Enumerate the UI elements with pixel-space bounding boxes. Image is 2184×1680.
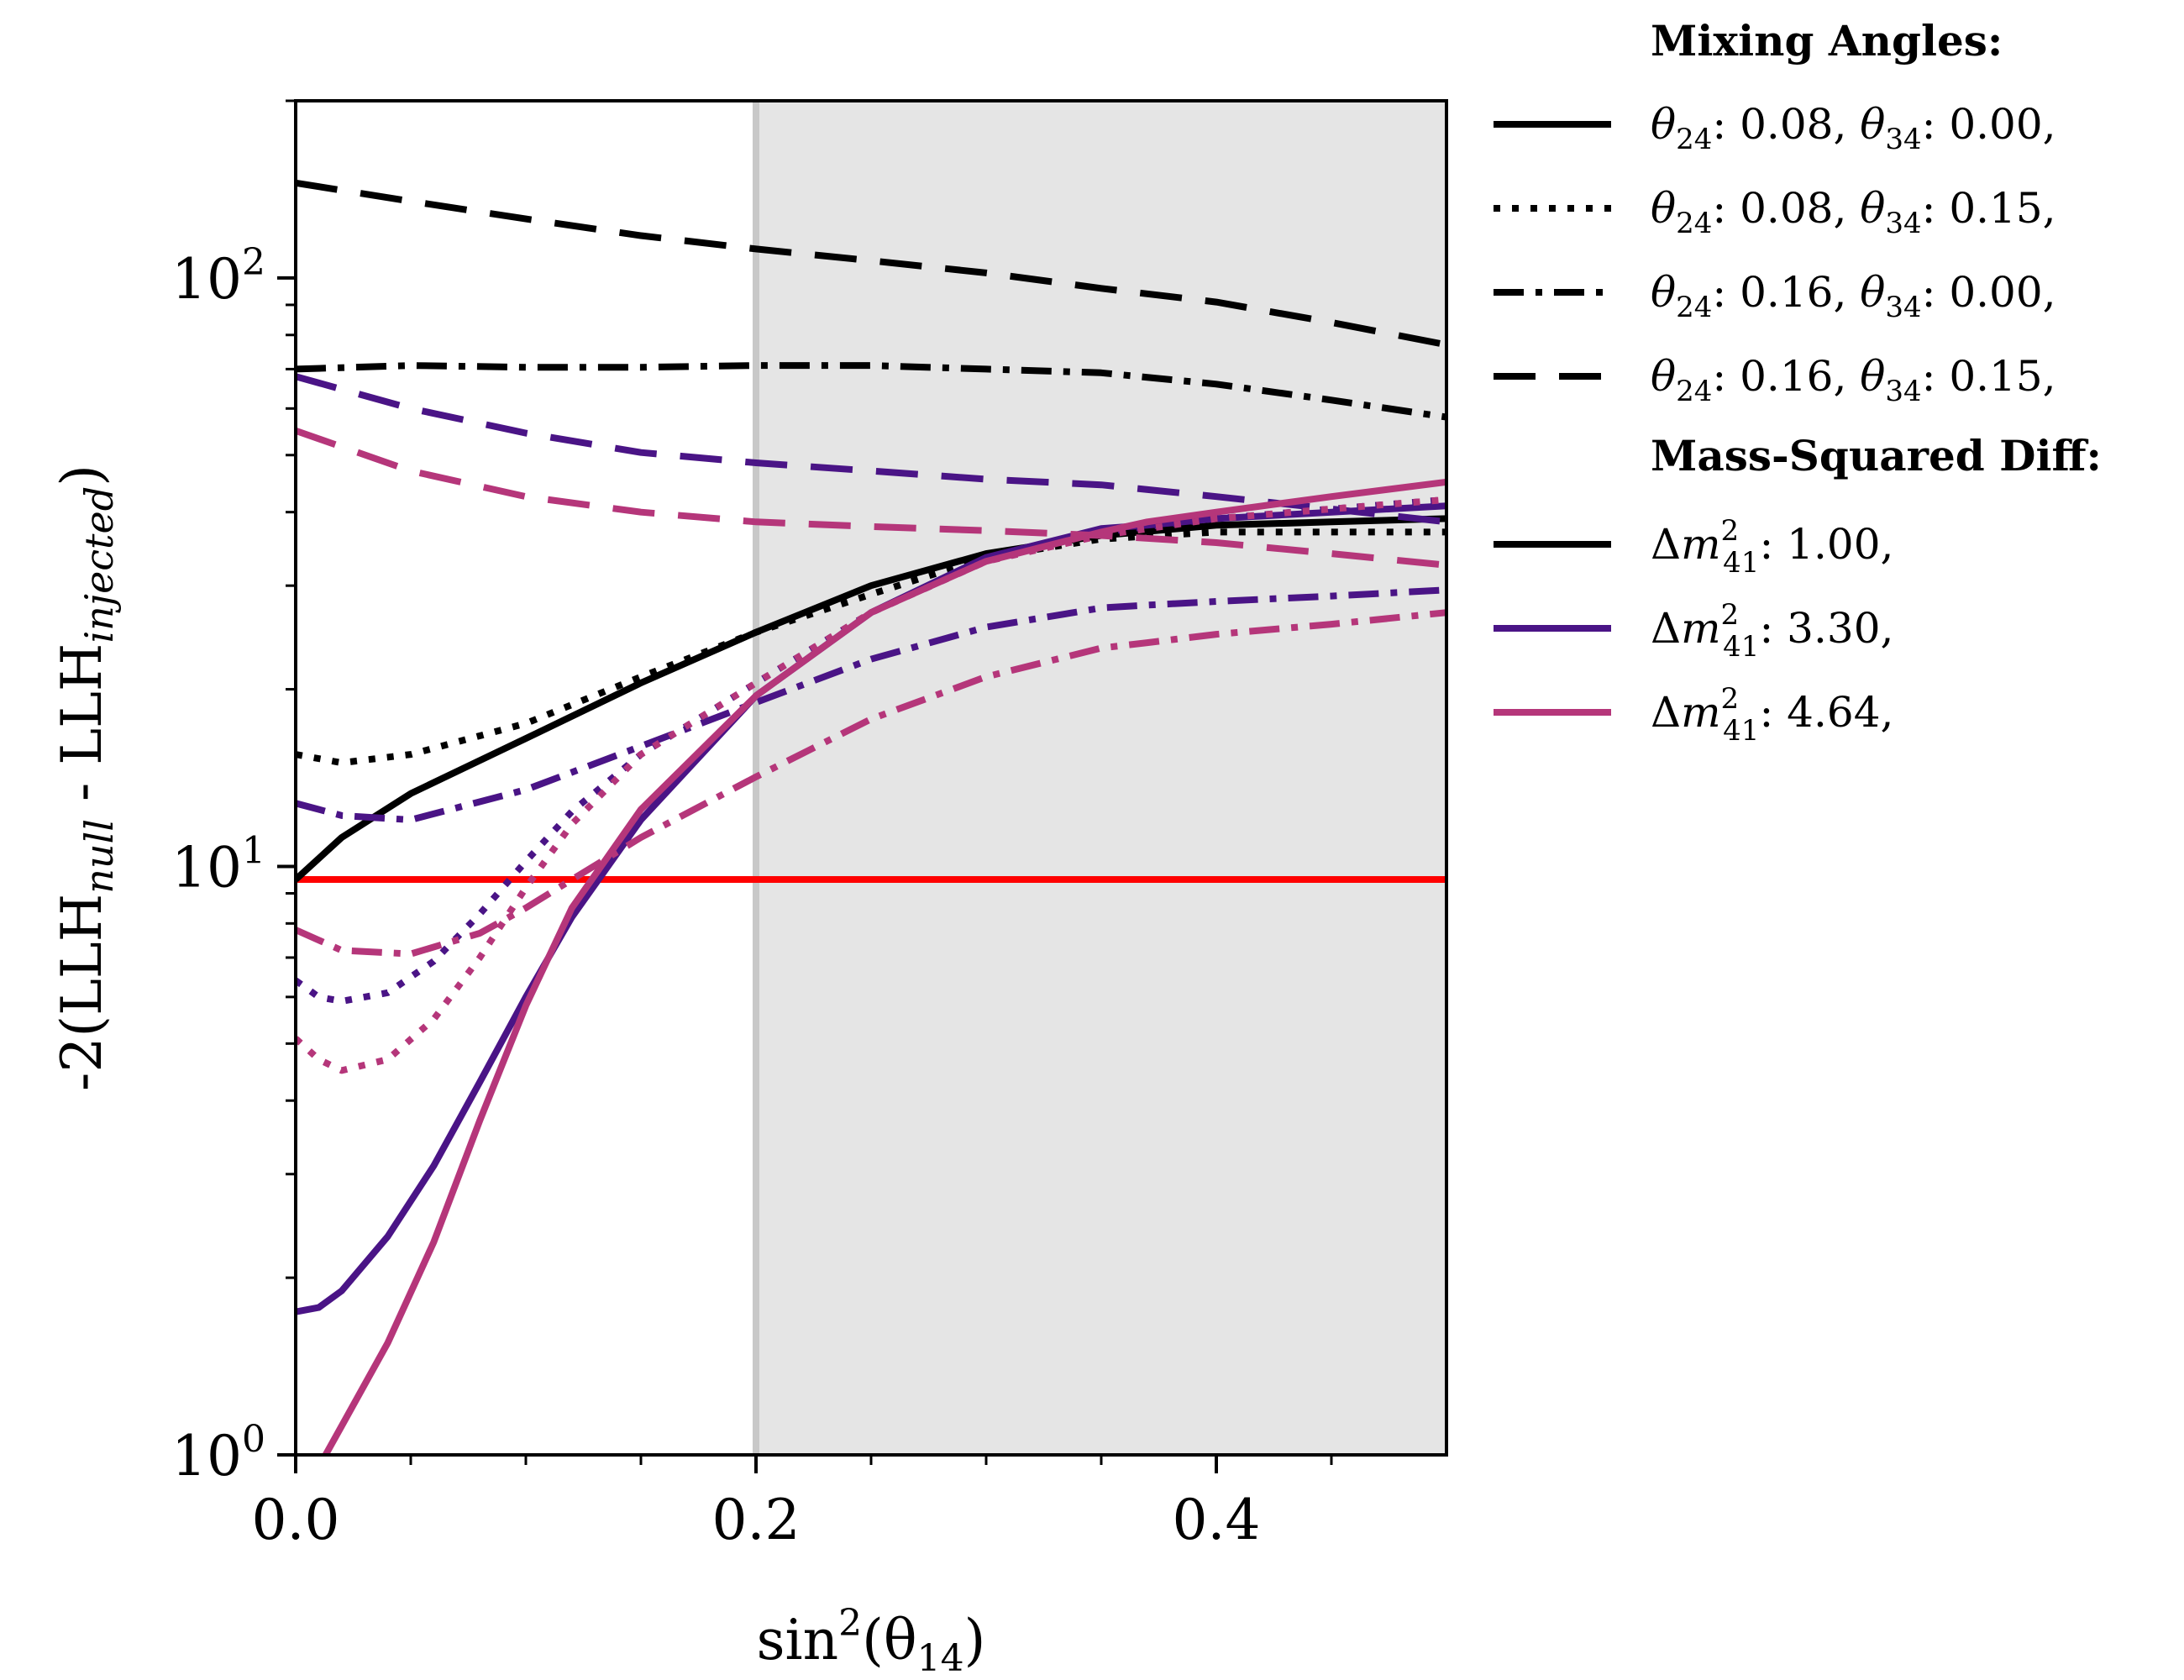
legend-mass-label-2: Δm2 41: 3.30, <box>1651 598 1893 664</box>
series-line-10 <box>296 496 1446 1074</box>
legend-mass-title: Mass-Squared Diff: <box>1651 431 2102 480</box>
legend-mixing-title: Mixing Angles: <box>1651 16 2003 66</box>
shaded-region <box>756 101 1446 1455</box>
series-line-11 <box>296 609 1446 958</box>
x-tick-label-2: 0.2 <box>712 1488 801 1552</box>
series-line-9 <box>323 478 1446 1455</box>
series-line-8 <box>296 373 1446 526</box>
axes: 0.0 0.2 0.4 100 101 102 sin2(θ14) -2(LLHnull - … <box>50 99 1448 1680</box>
series-group <box>296 179 1446 1455</box>
plot-area <box>296 101 1446 1455</box>
series-line-12 <box>296 428 1446 569</box>
legend-mixing-label-1: θ24: 0.08, θ34: 0.00, <box>1651 100 2056 156</box>
series-line-1 <box>296 515 1446 883</box>
legend: Mixing Angles: θ24: 0.08, θ34: 0.00, θ24: … <box>1494 16 2102 748</box>
y-tick-label-2: 101 <box>171 829 265 900</box>
legend-mass-label-1: Δm2 41: 1.00, <box>1651 514 1893 580</box>
legend-mixing-label-3: θ24: 0.16, θ34: 0.00, <box>1651 268 2056 324</box>
legend-mixing-label-2: θ24: 0.08, θ34: 0.15, <box>1651 184 2056 240</box>
legend-mass-label-3: Δm2 41: 4.64, <box>1651 682 1893 748</box>
y-tick-label-3: 102 <box>171 241 265 312</box>
series-line-5 <box>296 502 1446 1315</box>
x-tick-label-3: 0.4 <box>1173 1488 1261 1552</box>
legend-mixing-label-4: θ24: 0.16, θ34: 0.15, <box>1651 352 2056 408</box>
y-tick-label-1: 100 <box>171 1418 265 1488</box>
x-axis-title: sin2(θ14) <box>757 1602 986 1680</box>
x-tick-label-1: 0.0 <box>252 1488 340 1552</box>
series-line-7 <box>296 586 1446 823</box>
series-line-3 <box>296 362 1446 421</box>
y-axis-title: -2(LLHnull - LLHinjected) <box>50 465 122 1091</box>
